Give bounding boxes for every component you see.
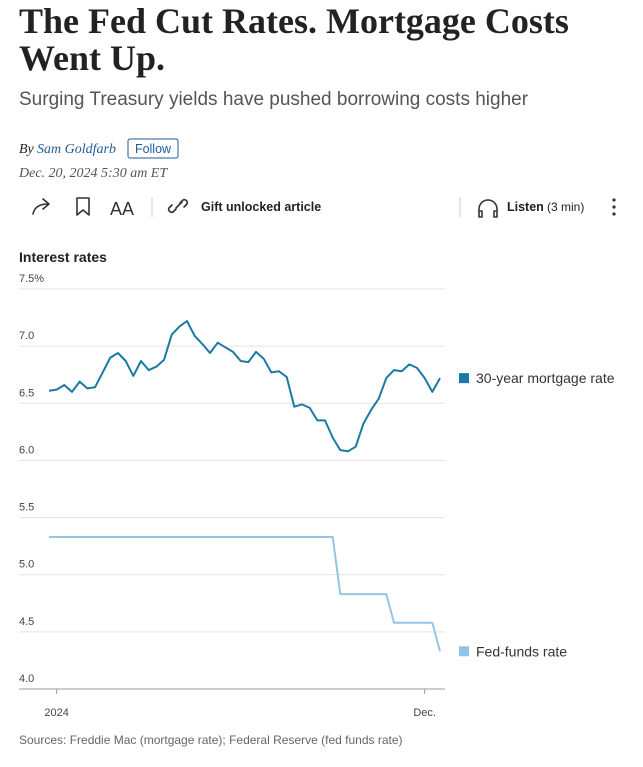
author[interactable]: Sam Goldfarb <box>37 142 116 157</box>
y-tick-label: 7.0 <box>19 330 34 342</box>
y-tick-label: 7.5% <box>19 273 44 285</box>
legend-label: Fed-funds rate <box>476 643 567 659</box>
x-tick-label: Dec. <box>413 707 436 719</box>
more-icon[interactable] <box>612 198 616 216</box>
date: Dec. 20, 2024 5:30 am ET <box>18 166 168 181</box>
follow-button[interactable] <box>127 138 179 159</box>
bookmark-icon[interactable] <box>76 197 90 216</box>
listen-time[interactable]: (3 min) <box>547 200 584 214</box>
headline: The Fed Cut Rates. Mortgage Costs <box>19 1 569 41</box>
toolbar: AA Gift unlocked article Listen (3 min) <box>32 197 616 219</box>
listen-label[interactable]: Listen <box>507 200 544 214</box>
subtitle: Surging Treasury yields have pushed borr… <box>19 89 529 110</box>
legend-label: 30-year mortgage rate <box>476 370 615 386</box>
text-size-icon[interactable]: AA <box>110 199 134 219</box>
series-line <box>48 320 441 453</box>
follow-label[interactable]: Follow <box>135 142 172 156</box>
gift-label[interactable]: Gift unlocked article <box>201 200 321 214</box>
y-tick-label: 4.0 <box>19 673 34 685</box>
byline: By <box>19 142 35 157</box>
y-tick-label: 6.5 <box>19 387 34 399</box>
source: Sources: Freddie Mac (mortgage rate); Fe… <box>19 733 403 747</box>
link-icon[interactable] <box>167 198 189 214</box>
legend-swatch <box>459 373 469 384</box>
series-line <box>49 536 441 652</box>
y-tick-label: 5.0 <box>19 559 34 571</box>
y-tick-label: 4.5 <box>19 616 34 628</box>
y-tick-label: 5.5 <box>19 502 34 514</box>
share-icon[interactable] <box>32 198 50 215</box>
y-tick-label: 6.0 <box>19 444 34 456</box>
headline: Went Up. <box>19 38 165 78</box>
headphones-icon[interactable] <box>478 199 498 218</box>
x-tick-label: 2024 <box>44 707 68 719</box>
chart-title: Interest rates <box>19 249 107 265</box>
legend-swatch <box>459 646 469 657</box>
